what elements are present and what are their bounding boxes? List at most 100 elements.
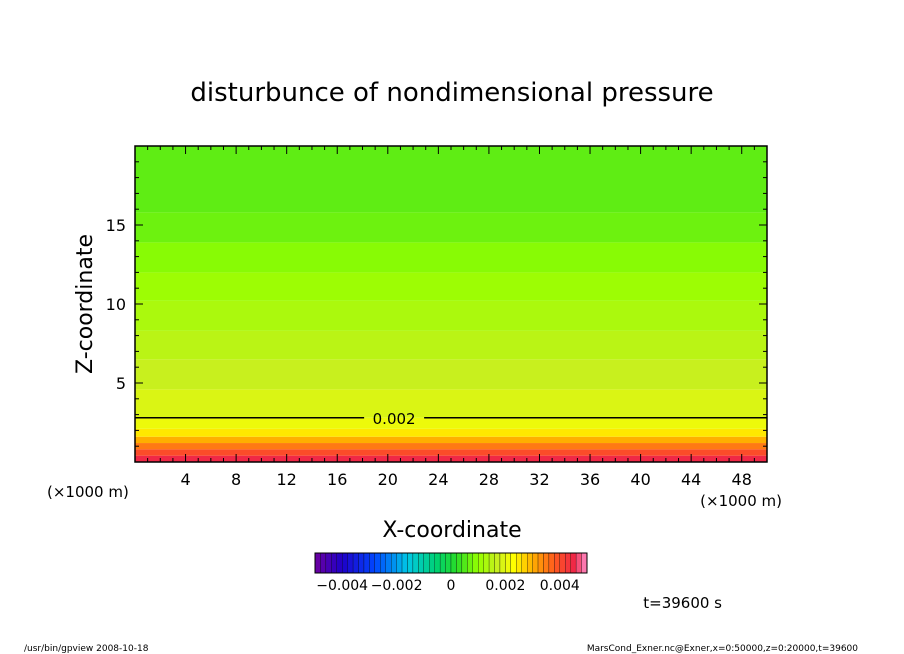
colorbar-cell bbox=[374, 552, 381, 574]
footer-left: /usr/bin/gpview 2008-10-18 bbox=[24, 644, 149, 654]
x-unit-left: (×1000 m) bbox=[47, 483, 129, 501]
colorbar-cell bbox=[483, 552, 490, 574]
colorbar-cell bbox=[391, 552, 397, 574]
x-tick-label: 20 bbox=[378, 470, 398, 489]
colorbar-cell bbox=[385, 552, 392, 574]
x-tick-label: 16 bbox=[327, 470, 347, 489]
colorbar-cell bbox=[314, 552, 321, 574]
colorbar-cell bbox=[439, 552, 446, 574]
colorbar-cell bbox=[527, 552, 533, 574]
colorbar-cell bbox=[407, 552, 414, 574]
x-axis-label: X-coordinate bbox=[382, 518, 521, 543]
colorbar-tick-label: 0.004 bbox=[540, 578, 580, 594]
colorbar-cell bbox=[434, 552, 441, 574]
x-tick-label: 24 bbox=[428, 470, 448, 489]
field-band bbox=[135, 146, 767, 213]
field-band bbox=[135, 242, 767, 273]
colorbar-cell bbox=[347, 552, 354, 574]
colorbar bbox=[314, 552, 588, 574]
y-tick-label: 10 bbox=[106, 295, 126, 314]
y-axis-label: Z-coordinate bbox=[73, 234, 98, 374]
colorbar-cell bbox=[499, 552, 506, 574]
time-label: t=39600 s bbox=[643, 594, 722, 612]
colorbar-cell bbox=[336, 552, 343, 574]
colorbar-cell bbox=[472, 552, 479, 574]
field-band bbox=[135, 417, 767, 429]
colorbar-cell bbox=[559, 552, 566, 574]
colorbar-cell bbox=[401, 552, 408, 574]
x-tick-label: 28 bbox=[479, 470, 499, 489]
colorbar-cell bbox=[554, 552, 560, 574]
colorbar-tick-label: −0.002 bbox=[371, 578, 423, 594]
colorbar-frame bbox=[314, 552, 588, 574]
colorbar-cell bbox=[412, 552, 419, 574]
x-tick-label: 48 bbox=[732, 470, 752, 489]
field-band bbox=[135, 389, 767, 418]
colorbar-cell bbox=[418, 552, 424, 574]
contour-label: 0.002 bbox=[373, 410, 416, 428]
colorbar-cell bbox=[320, 552, 327, 574]
colorbar-cell bbox=[488, 552, 495, 574]
field-band bbox=[135, 212, 767, 243]
y-axis-ticks: 5 10 15 bbox=[106, 161, 767, 447]
x-axis-ticks: 4 8 12 16 20 24 28 32 36 40 44 48 bbox=[147, 146, 755, 489]
colorbar-cell bbox=[478, 552, 484, 574]
x-tick-label: 32 bbox=[529, 470, 549, 489]
colorbar-cell bbox=[380, 552, 386, 574]
x-tick-label: 40 bbox=[630, 470, 650, 489]
x-unit-right: (×1000 m) bbox=[700, 492, 782, 510]
colorbar-cell bbox=[396, 552, 403, 574]
contour-layer: 0.002 bbox=[135, 410, 767, 428]
colorbar-cell bbox=[505, 552, 511, 574]
colorbar-cell bbox=[521, 552, 528, 574]
colorbar-cell bbox=[358, 552, 365, 574]
field-band bbox=[135, 428, 767, 437]
footer-right: MarsCond_Exner.nc@Exner,x=0:50000,z=0:20… bbox=[587, 644, 858, 654]
colorbar-cell bbox=[445, 552, 452, 574]
colorbar-cell bbox=[429, 552, 435, 574]
field-band bbox=[135, 272, 767, 301]
colorbar-cell bbox=[581, 552, 588, 574]
colorbar-cell bbox=[331, 552, 337, 574]
field-band bbox=[135, 449, 767, 456]
field-band bbox=[135, 300, 767, 331]
colorbar-cell bbox=[510, 552, 517, 574]
field-band bbox=[135, 436, 767, 444]
colorbar-cell bbox=[363, 552, 370, 574]
colorbar-cell bbox=[565, 552, 571, 574]
colorbar-tick-label: −0.004 bbox=[316, 578, 368, 594]
colorbar-cell bbox=[450, 552, 457, 574]
colorbar-cell bbox=[494, 552, 501, 574]
colorbar-cell bbox=[456, 552, 463, 574]
colorbar-cell bbox=[467, 552, 473, 574]
chart-title: disturbunce of nondimensional pressure bbox=[190, 78, 713, 108]
colorbar-cell bbox=[352, 552, 359, 574]
colorbar-cell bbox=[325, 552, 332, 574]
colorbar-cell bbox=[516, 552, 522, 574]
x-tick-label: 12 bbox=[277, 470, 297, 489]
colorbar-tick-label: 0.002 bbox=[485, 578, 525, 594]
y-tick-label: 15 bbox=[106, 216, 126, 235]
colorbar-cell bbox=[532, 552, 539, 574]
colorbar-tick-labels: −0.004 −0.002 0 0.002 0.004 bbox=[316, 578, 580, 594]
field-band bbox=[135, 359, 767, 390]
x-tick-label: 4 bbox=[180, 470, 190, 489]
x-tick-label: 8 bbox=[231, 470, 241, 489]
field-band bbox=[135, 443, 767, 450]
field-band bbox=[135, 330, 767, 360]
colorbar-cell bbox=[543, 552, 550, 574]
x-tick-label: 44 bbox=[681, 470, 701, 489]
y-tick-label: 5 bbox=[116, 374, 126, 393]
colorbar-tick-label: 0 bbox=[447, 578, 456, 594]
colorbar-cell bbox=[342, 552, 348, 574]
colorbar-cell bbox=[548, 552, 555, 574]
x-tick-label: 36 bbox=[580, 470, 600, 489]
colorbar-cell bbox=[537, 552, 544, 574]
colorbar-cell bbox=[461, 552, 468, 574]
colorbar-cell bbox=[575, 552, 582, 574]
colorbar-cell bbox=[369, 552, 375, 574]
colorbar-cell bbox=[570, 552, 577, 574]
colorbar-cell bbox=[423, 552, 430, 574]
field-bands bbox=[135, 146, 767, 462]
